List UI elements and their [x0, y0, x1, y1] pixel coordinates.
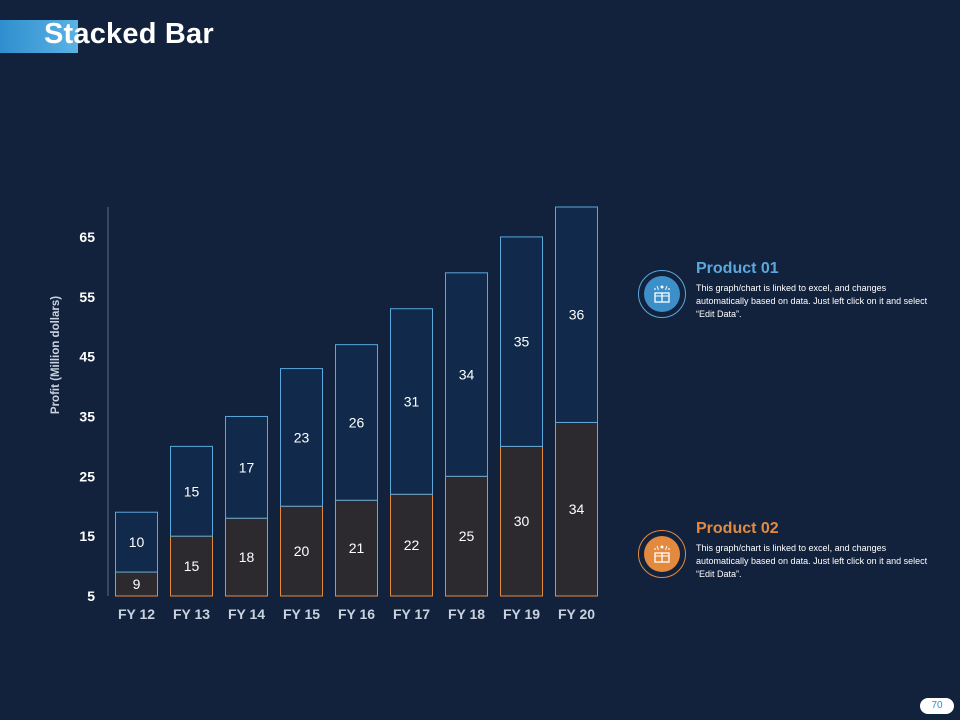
data-label-product-01: 10	[129, 534, 145, 550]
bar-product-02-fy-15	[280, 505, 323, 597]
title-accent-bar	[0, 20, 78, 53]
page-number: 70	[920, 698, 954, 714]
x-tick-label: FY 16	[338, 606, 375, 622]
legend-product-01-title: Product 01	[696, 260, 779, 277]
data-label-product-01: 17	[239, 459, 255, 475]
x-tick-label: FY 15	[283, 606, 320, 622]
legend-product-01-description: This graph/chart is linked to excel, and…	[696, 283, 928, 319]
data-label-product-01: 15	[184, 483, 200, 499]
data-label-product-02: 34	[569, 501, 585, 517]
data-label-product-02: 15	[184, 558, 200, 574]
x-tick-label: FY 13	[173, 606, 210, 622]
bar-product-02-fy-18	[445, 475, 488, 597]
bar-product-02-fy-20	[555, 421, 598, 597]
bar-product-02-fy-16	[335, 499, 378, 597]
y-axis-label: Profit (Million dollars)	[50, 296, 62, 414]
data-label-product-01: 35	[514, 334, 530, 350]
bar-product-01-fy-14	[225, 415, 268, 519]
data-label-product-01: 26	[349, 414, 365, 430]
bar-product-01-fy-17	[390, 308, 433, 495]
data-label-product-01: 36	[569, 307, 585, 323]
y-tick-label: 35	[79, 408, 95, 424]
data-label-product-02: 9	[133, 576, 141, 592]
legend-product-02-title: Product 02	[696, 520, 779, 537]
x-tick-label: FY 18	[448, 606, 485, 622]
gift-box-icon	[654, 285, 670, 303]
x-tick-label: FY 17	[393, 606, 430, 622]
x-tick-label: FY 20	[558, 606, 595, 622]
data-label-product-02: 22	[404, 537, 420, 553]
bar-product-01-fy-20	[555, 206, 598, 423]
bar-product-02-fy-17	[390, 493, 433, 597]
bar-product-02-fy-14	[225, 517, 268, 597]
x-tick-label: FY 19	[503, 606, 540, 622]
x-tick-label: FY 14	[228, 606, 265, 622]
data-label-product-02: 21	[349, 540, 365, 556]
bar-product-01-fy-19	[500, 236, 543, 447]
legend-product-02-description: This graph/chart is linked to excel, and…	[696, 543, 928, 579]
x-tick-label: FY 12	[118, 606, 155, 622]
bar-product-01-fy-12	[115, 511, 158, 573]
y-tick-label: 55	[79, 289, 95, 305]
data-label-product-02: 18	[239, 549, 255, 565]
bar-product-01-fy-15	[280, 368, 323, 507]
page-title: Stacked Bar	[44, 18, 214, 50]
bar-product-01-fy-18	[445, 272, 488, 477]
y-tick-label: 65	[79, 229, 95, 245]
data-label-product-02: 20	[294, 543, 310, 559]
legend-product-01-badge	[638, 270, 686, 318]
bar-product-01-fy-13	[170, 445, 213, 537]
data-label-product-01: 31	[404, 394, 420, 410]
data-label-product-02: 25	[459, 528, 475, 544]
data-label-product-01: 23	[294, 429, 310, 445]
legend-product-02-badge	[638, 530, 686, 578]
gift-box-icon	[654, 545, 670, 563]
y-tick-label: 5	[87, 588, 95, 604]
bar-product-02-fy-13	[170, 535, 213, 597]
y-tick-label: 15	[79, 528, 95, 544]
y-tick-label: 45	[79, 349, 95, 365]
data-label-product-02: 30	[514, 513, 530, 529]
data-label-product-01: 34	[459, 367, 475, 383]
y-tick-label: 25	[79, 468, 95, 484]
bar-product-01-fy-16	[335, 344, 378, 501]
